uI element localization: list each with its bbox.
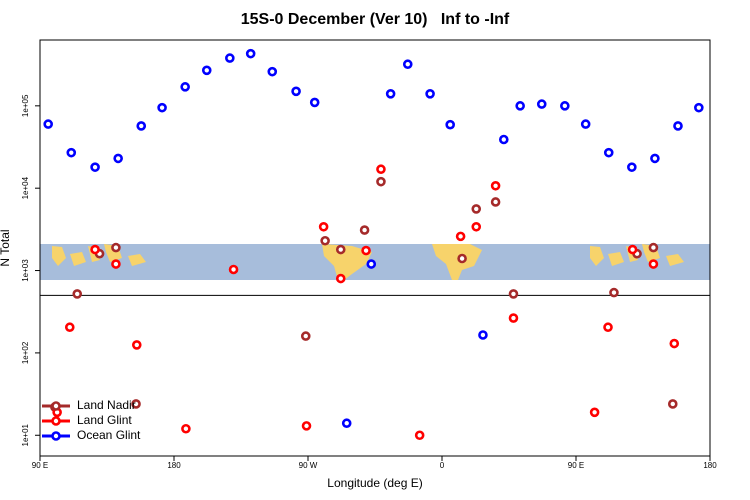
- point: [376, 176, 386, 187]
- point: [385, 88, 396, 99]
- point: [90, 162, 100, 172]
- point: [180, 82, 190, 92]
- point: [341, 418, 352, 429]
- point: [414, 430, 425, 441]
- x-tick-label: 180: [703, 461, 717, 470]
- legend-label: Land Glint: [77, 413, 132, 427]
- point: [366, 259, 377, 269]
- point: [318, 221, 329, 232]
- legend-label: Ocean Glint: [77, 428, 141, 442]
- point: [245, 48, 256, 59]
- point: [603, 147, 614, 158]
- point: [560, 101, 570, 111]
- legend-item: Ocean Glint: [42, 428, 141, 442]
- point: [478, 330, 488, 340]
- point: [136, 121, 147, 131]
- point: [471, 221, 482, 232]
- point: [508, 313, 519, 323]
- point: [648, 259, 659, 269]
- point: [309, 97, 320, 108]
- point: [291, 86, 301, 97]
- point: [627, 244, 638, 255]
- point: [90, 244, 100, 255]
- point: [335, 244, 346, 255]
- legend-item: Land Glint: [42, 413, 132, 427]
- point: [667, 399, 678, 409]
- point: [580, 119, 591, 129]
- point: [490, 197, 501, 207]
- point: [301, 421, 312, 431]
- point: [131, 399, 141, 409]
- chart-title: 15S-0 December (Ver 10) Inf to -Inf: [241, 11, 510, 28]
- point: [72, 289, 83, 299]
- point: [457, 253, 467, 264]
- y-tick-label: 1e+04: [21, 176, 30, 199]
- point: [402, 59, 413, 70]
- point: [64, 322, 75, 333]
- y-axis-title: N Total: [0, 229, 12, 266]
- x-tick-label: 90 E: [32, 461, 48, 470]
- point: [669, 338, 680, 349]
- point: [113, 153, 123, 164]
- point: [673, 121, 683, 131]
- x-tick-label: 90 W: [299, 461, 318, 470]
- point: [335, 273, 346, 284]
- point: [515, 101, 525, 111]
- point: [455, 231, 466, 242]
- point: [648, 242, 659, 253]
- point: [498, 134, 509, 145]
- y-tick-label: 1e+02: [21, 341, 30, 364]
- point: [650, 153, 660, 164]
- point: [627, 162, 637, 172]
- point: [361, 245, 371, 256]
- point: [589, 407, 600, 418]
- point: [320, 235, 330, 246]
- point: [201, 65, 212, 76]
- x-tick-label: 180: [167, 461, 181, 470]
- point: [43, 119, 53, 129]
- point: [66, 147, 77, 158]
- map-band: [40, 244, 710, 280]
- plot-frame: [39, 39, 711, 457]
- point: [694, 102, 704, 113]
- y-tick-label: 1e+03: [21, 259, 30, 282]
- point: [536, 99, 547, 109]
- legend-marker: [51, 416, 61, 426]
- x-tick-label: 90 E: [568, 461, 584, 470]
- legend-marker: [51, 401, 61, 411]
- point: [376, 164, 386, 175]
- point: [508, 289, 519, 299]
- point: [111, 259, 121, 269]
- legend-marker: [51, 431, 61, 441]
- point: [157, 102, 167, 113]
- point: [425, 88, 435, 99]
- point: [225, 53, 235, 63]
- point: [111, 242, 121, 253]
- y-tick-label: 1e+01: [21, 423, 30, 446]
- point: [359, 225, 370, 235]
- point: [609, 287, 619, 298]
- legend-label: Land Nadir: [77, 398, 136, 412]
- point: [228, 264, 239, 275]
- point: [603, 322, 613, 333]
- point: [181, 423, 191, 434]
- x-tick-label: 0: [440, 461, 445, 470]
- point: [267, 66, 278, 77]
- point: [131, 340, 142, 350]
- point: [445, 119, 455, 130]
- y-tick-label: 1e+05: [21, 94, 30, 117]
- point: [471, 204, 482, 214]
- x-axis-title: Longitude (deg E): [327, 476, 422, 490]
- point: [490, 180, 501, 191]
- point: [300, 331, 311, 341]
- legend-item: Land Nadir: [42, 398, 136, 412]
